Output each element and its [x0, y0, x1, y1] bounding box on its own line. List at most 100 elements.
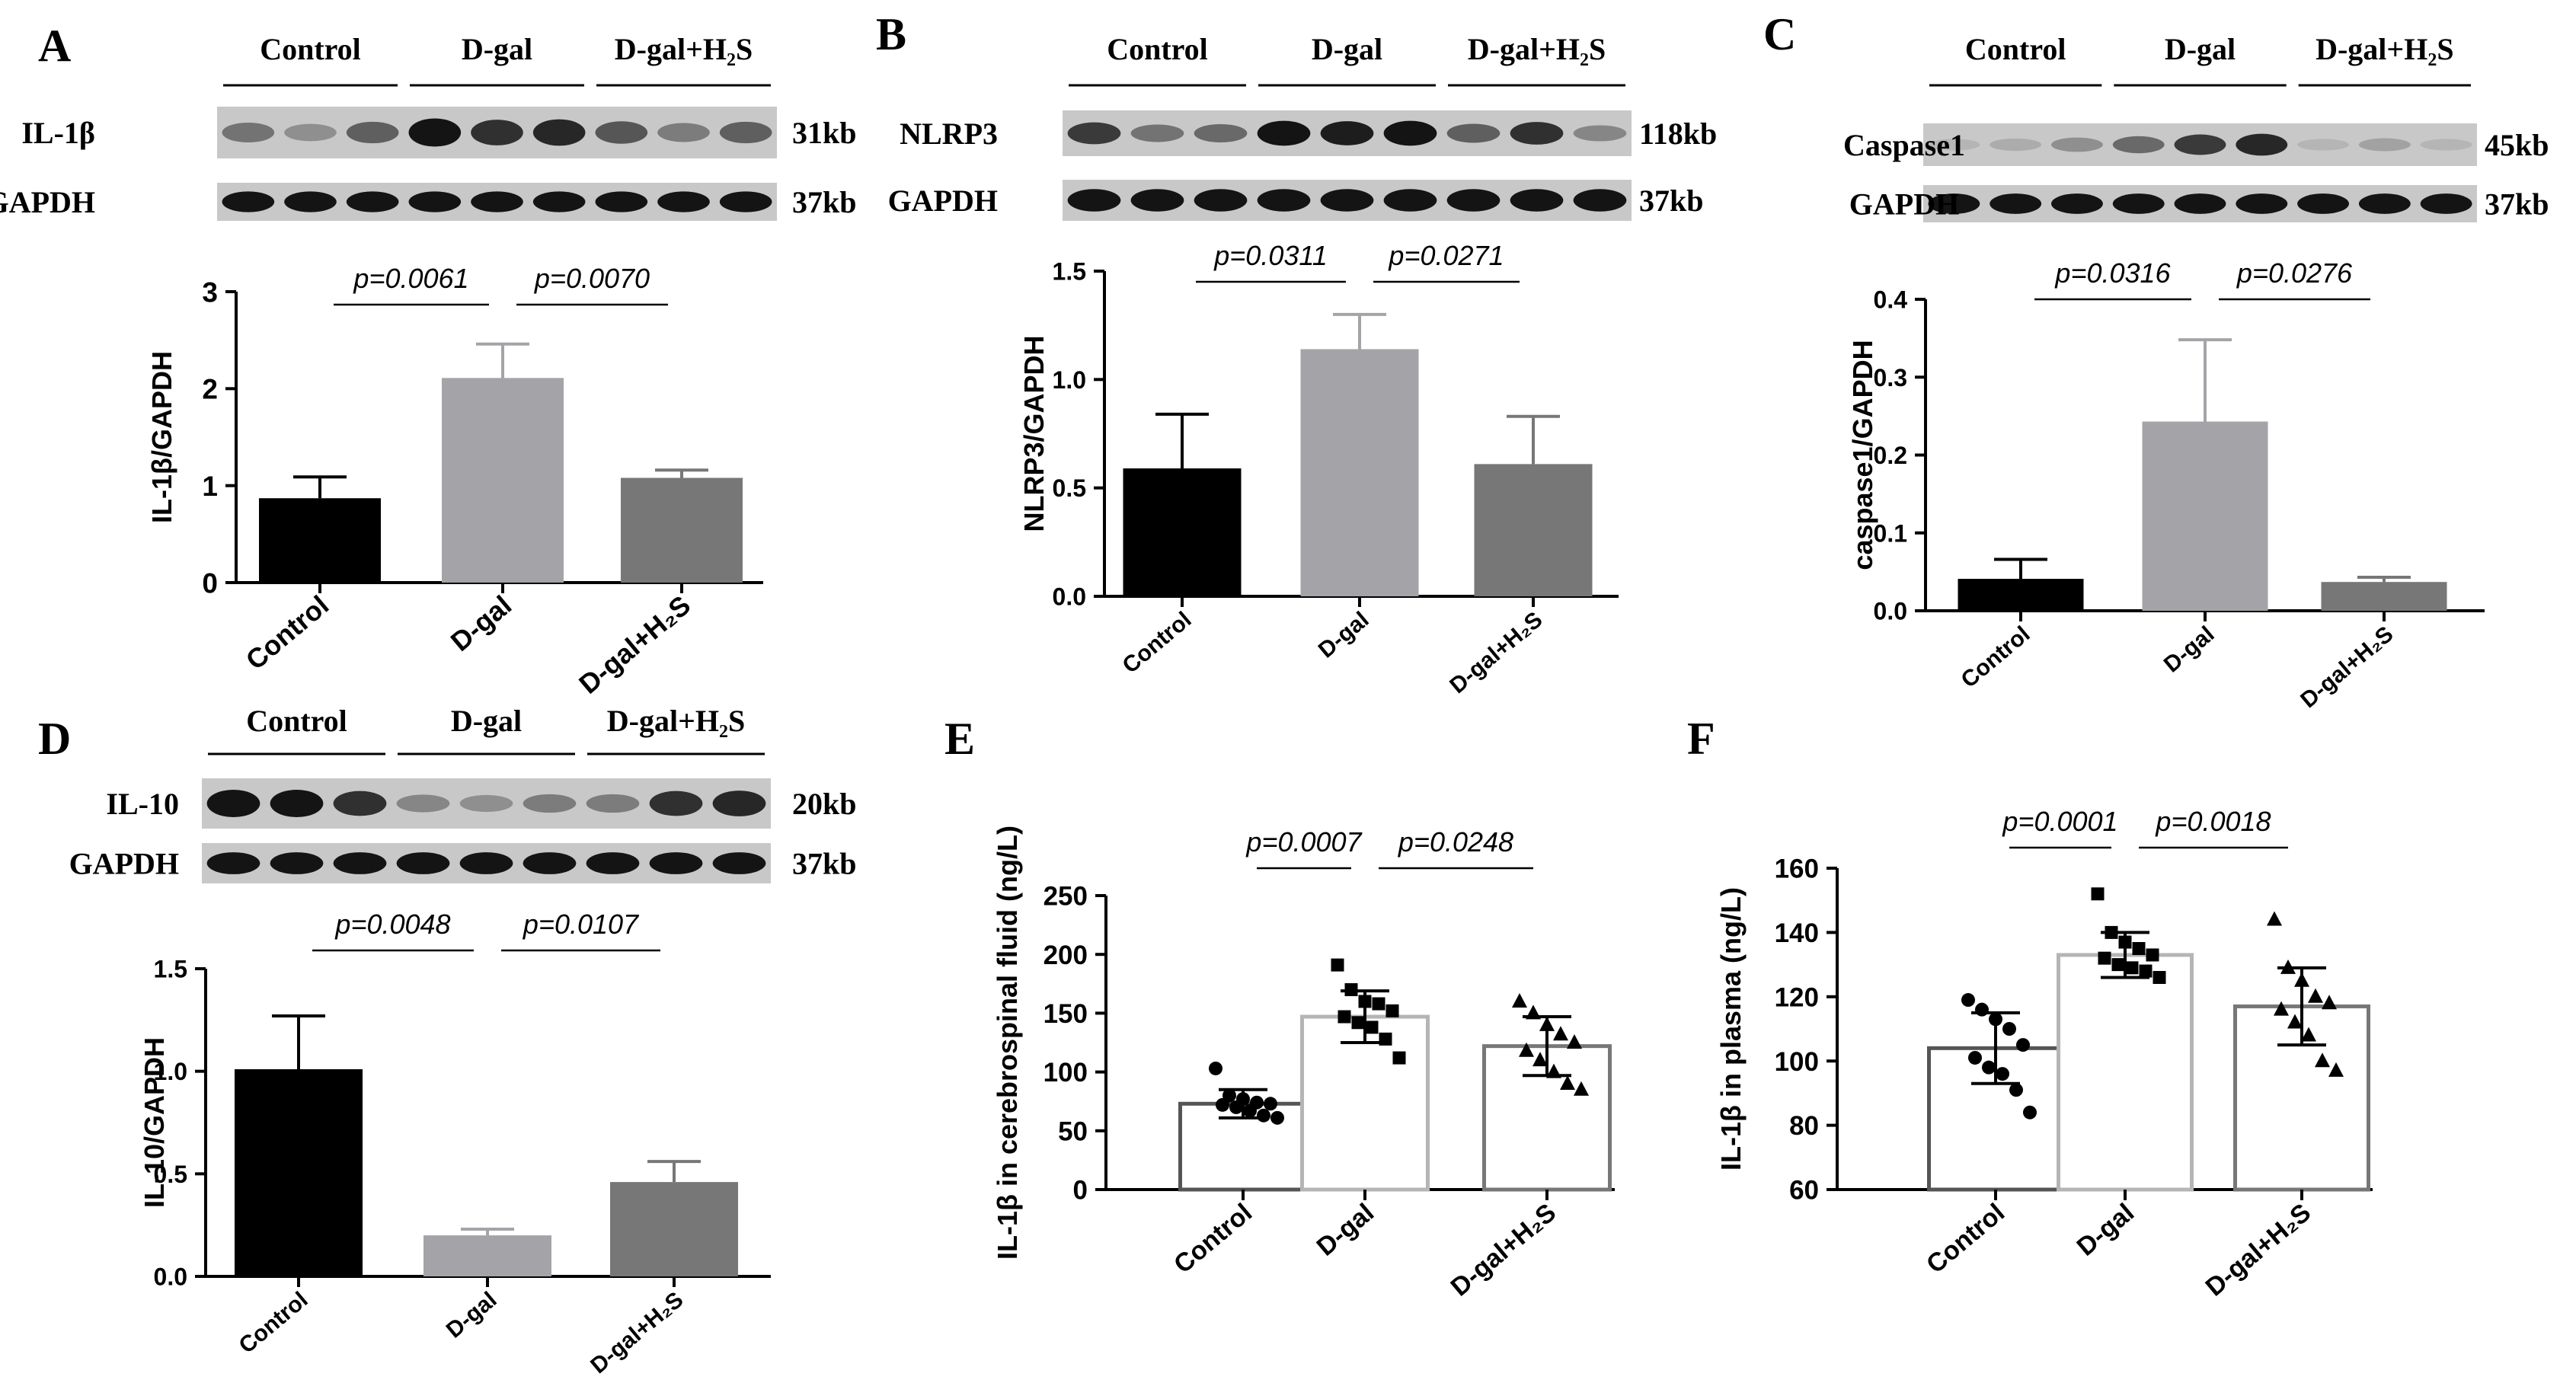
data-point [1331, 958, 1344, 972]
blot-band [1257, 120, 1311, 146]
x-tick-label: D-gal+H₂S [1445, 607, 1547, 698]
p-value-label: p=0.0007 [1245, 826, 1363, 858]
blot-band [1928, 193, 1980, 214]
p-value-label: p=0.0070 [534, 263, 650, 294]
data-point [2328, 1062, 2344, 1077]
blot-band [459, 794, 513, 813]
x-tick-label: Control [235, 1287, 313, 1359]
blot-size-label: 45kb [2485, 128, 2549, 162]
data-point [2322, 995, 2337, 1010]
y-axis-label: IL-10/GAPDH [139, 1037, 170, 1208]
p-value-label: p=0.0276 [2236, 257, 2353, 289]
y-tick-label: 50 [1058, 1116, 1088, 1146]
blot-size-label: 37kb [1639, 184, 1704, 218]
blot-band [1130, 189, 1184, 212]
data-point [2274, 1001, 2289, 1016]
bar [1474, 464, 1593, 596]
y-tick-label: 100 [1044, 1058, 1088, 1088]
blot-band [1990, 138, 2042, 152]
y-tick-label: 0.5 [1053, 474, 1086, 502]
data-point [2098, 951, 2111, 965]
data-point [1532, 1052, 1548, 1067]
blot-size-label: 20kb [792, 787, 857, 821]
blot-band [206, 852, 260, 874]
panel-label: B [876, 9, 906, 59]
blot-band [595, 121, 648, 144]
y-tick-label: 1.5 [1053, 258, 1086, 286]
blot-band [2358, 138, 2411, 152]
data-point [1351, 1016, 1365, 1030]
data-point [1975, 1002, 1989, 1017]
y-tick-label: 0.4 [1874, 286, 1908, 314]
blot-band [346, 191, 399, 212]
blot-band [719, 121, 772, 144]
y-tick-label: 1.0 [1053, 366, 1086, 394]
blot-band [532, 119, 586, 146]
blot-size-label: 118kb [1639, 117, 1717, 151]
blot-band [523, 852, 577, 874]
data-point [1222, 1088, 1236, 1103]
bar [1300, 349, 1419, 596]
blot-band [222, 191, 275, 212]
y-tick-label: 80 [1789, 1111, 1819, 1141]
p-value-label: p=0.0311 [1213, 240, 1327, 271]
panel-C: C Control D-gal D-gal+H₂S Caspase1 45kb GAPDH 3… [1763, 9, 2549, 713]
p-value-label: p=0.0048 [334, 909, 450, 940]
blot-band [2236, 133, 2288, 156]
x-tick-label: D-gal+H₂S [586, 1287, 688, 1378]
blot-band [1320, 189, 1374, 212]
y-axis-label: IL-1β in cerebrospinal fluid (ng/L) [992, 826, 1023, 1260]
blot-band [1194, 124, 1248, 142]
blot-group-label: D-gal+H₂S [615, 32, 753, 66]
blot-band [1446, 189, 1501, 212]
data-point [1392, 1051, 1406, 1065]
x-tick-label: D-gal [1312, 1198, 1380, 1262]
blot-band [657, 123, 710, 142]
y-axis-label: IL-1β in plasma (ng/L) [1715, 887, 1747, 1171]
blot-band [2297, 139, 2349, 151]
blot-band [1573, 125, 1627, 142]
p-value-label: p=0.0107 [523, 909, 640, 940]
x-tick-label: Control [1118, 607, 1197, 679]
x-tick-label: D-gal [2159, 621, 2220, 677]
y-tick-label: 160 [1775, 854, 1819, 884]
blot-band [333, 791, 387, 816]
y-tick-label: 0.1 [1874, 519, 1907, 547]
blot-band [719, 191, 772, 212]
blot-band [649, 852, 703, 874]
data-point [2091, 887, 2105, 901]
blot-band [2236, 193, 2288, 214]
blot-group-label: Control [246, 704, 347, 738]
y-tick-label: 0 [202, 567, 218, 599]
data-point [1257, 1108, 1270, 1123]
p-value-label: p=0.0018 [2155, 806, 2271, 837]
blot-band [471, 120, 523, 145]
data-point [1216, 1097, 1229, 1112]
blot-band [586, 794, 640, 813]
y-tick-label: 120 [1775, 982, 1819, 1012]
blot-group-label: D-gal [462, 32, 532, 66]
x-tick-label: D-gal+H₂S [2200, 1198, 2317, 1302]
blot-group-label: Control [260, 32, 361, 66]
x-tick-label: Control [1957, 621, 2035, 693]
x-tick-label: D-gal+H₂S [1446, 1198, 1562, 1302]
blot-band [408, 118, 462, 147]
blot-band [2051, 137, 2103, 152]
data-point [2125, 961, 2139, 975]
blot-band [657, 191, 710, 212]
data-point [1560, 1075, 1575, 1091]
data-point [1209, 1061, 1222, 1075]
bar [259, 498, 381, 583]
x-tick-label: D-gal [445, 589, 517, 657]
bar [2321, 582, 2447, 611]
data-point [2315, 1052, 2330, 1068]
panel-label: F [1687, 714, 1715, 764]
blot-band [206, 790, 260, 817]
bar [621, 478, 743, 583]
blot-size-label: 31kb [792, 116, 857, 150]
data-point [2132, 942, 2146, 955]
data-point [1264, 1097, 1277, 1111]
data-point [2153, 970, 2166, 984]
blot-group-label: Control [1107, 32, 1208, 66]
